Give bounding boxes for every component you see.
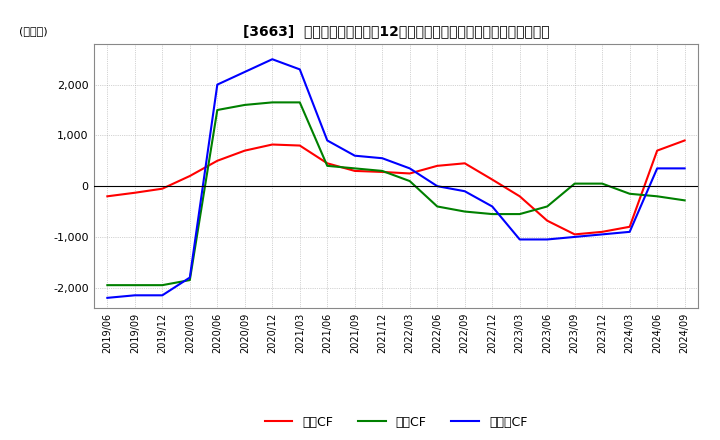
営業CF xyxy=(680,138,689,143)
投資CF xyxy=(295,100,304,105)
営業CF xyxy=(570,232,579,237)
投資CF xyxy=(378,168,387,173)
投資CF xyxy=(186,278,194,283)
フリーCF xyxy=(626,229,634,235)
投資CF xyxy=(598,181,606,186)
営業CF xyxy=(543,218,552,224)
フリーCF xyxy=(378,156,387,161)
営業CF xyxy=(186,173,194,179)
営業CF xyxy=(488,177,497,182)
フリーCF xyxy=(295,67,304,72)
営業CF xyxy=(653,148,662,153)
Line: フリーCF: フリーCF xyxy=(107,59,685,298)
投資CF xyxy=(433,204,441,209)
投資CF xyxy=(460,209,469,214)
投資CF xyxy=(103,282,112,288)
フリーCF xyxy=(323,138,332,143)
Line: 営業CF: 営業CF xyxy=(107,140,685,235)
営業CF xyxy=(378,169,387,175)
投資CF xyxy=(680,198,689,203)
投資CF xyxy=(130,282,139,288)
フリーCF xyxy=(460,189,469,194)
フリーCF xyxy=(433,183,441,189)
フリーCF xyxy=(653,166,662,171)
投資CF xyxy=(488,212,497,217)
営業CF xyxy=(516,194,524,199)
投資CF xyxy=(351,166,359,171)
フリーCF xyxy=(103,295,112,301)
フリーCF xyxy=(240,69,249,74)
投資CF xyxy=(405,179,414,184)
投資CF xyxy=(158,282,166,288)
営業CF xyxy=(433,163,441,169)
投資CF xyxy=(516,212,524,217)
フリーCF xyxy=(158,293,166,298)
営業CF xyxy=(351,168,359,173)
営業CF xyxy=(130,190,139,195)
投資CF xyxy=(626,191,634,196)
営業CF xyxy=(405,171,414,176)
投資CF xyxy=(323,163,332,169)
営業CF xyxy=(295,143,304,148)
営業CF xyxy=(240,148,249,153)
投資CF xyxy=(570,181,579,186)
営業CF xyxy=(268,142,276,147)
営業CF xyxy=(460,161,469,166)
Legend: 営業CF, 投資CF, フリーCF: 営業CF, 投資CF, フリーCF xyxy=(260,411,532,434)
フリーCF xyxy=(213,82,222,87)
営業CF xyxy=(213,158,222,163)
Title: [3663]  キャッシュフローの12か月移動合計の対前年同期増減額の推移: [3663] キャッシュフローの12か月移動合計の対前年同期増減額の推移 xyxy=(243,25,549,39)
投資CF xyxy=(240,102,249,107)
フリーCF xyxy=(543,237,552,242)
フリーCF xyxy=(570,234,579,239)
営業CF xyxy=(598,229,606,235)
営業CF xyxy=(626,224,634,229)
Line: 投資CF: 投資CF xyxy=(107,103,685,285)
投資CF xyxy=(653,194,662,199)
フリーCF xyxy=(130,293,139,298)
フリーCF xyxy=(680,166,689,171)
投資CF xyxy=(213,107,222,113)
営業CF xyxy=(103,194,112,199)
投資CF xyxy=(268,100,276,105)
フリーCF xyxy=(488,204,497,209)
フリーCF xyxy=(268,57,276,62)
Y-axis label: (百万円): (百万円) xyxy=(19,26,48,36)
フリーCF xyxy=(186,275,194,280)
フリーCF xyxy=(405,166,414,171)
フリーCF xyxy=(598,232,606,237)
営業CF xyxy=(158,186,166,191)
フリーCF xyxy=(516,237,524,242)
フリーCF xyxy=(351,153,359,158)
営業CF xyxy=(323,161,332,166)
投資CF xyxy=(543,204,552,209)
